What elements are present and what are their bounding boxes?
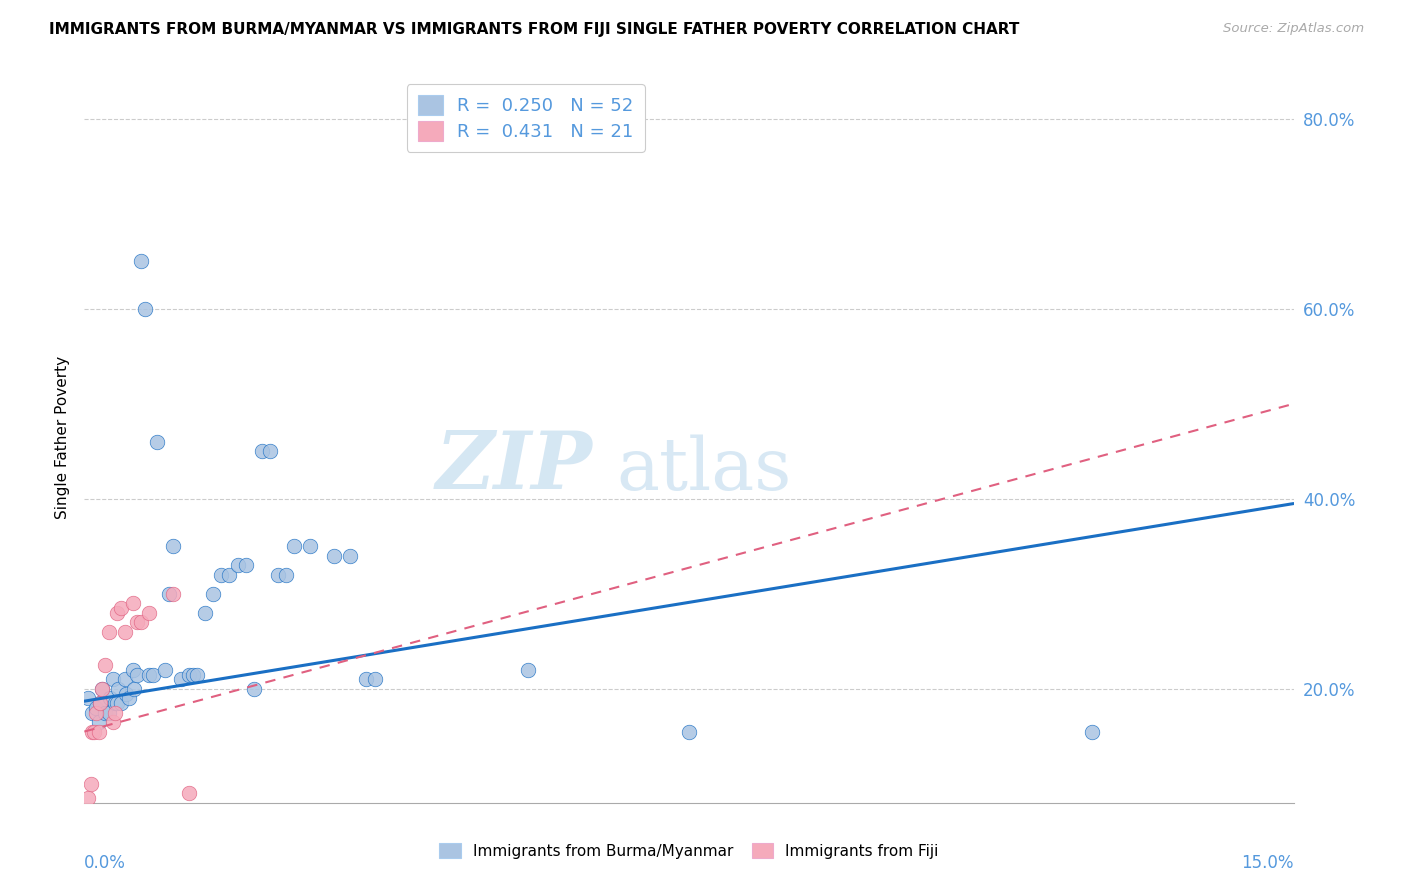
Text: ZIP: ZIP bbox=[436, 427, 592, 505]
Text: 15.0%: 15.0% bbox=[1241, 854, 1294, 872]
Point bbox=[104, 706, 127, 720]
Point bbox=[194, 606, 217, 620]
Point bbox=[101, 714, 124, 729]
Point bbox=[283, 539, 305, 553]
Point bbox=[157, 587, 180, 601]
Point bbox=[125, 667, 148, 681]
Point bbox=[110, 696, 132, 710]
Point bbox=[179, 786, 201, 800]
Point bbox=[101, 673, 124, 687]
Point bbox=[235, 558, 257, 573]
Point bbox=[323, 549, 346, 563]
Point bbox=[516, 663, 538, 677]
Point bbox=[87, 724, 110, 739]
Point bbox=[125, 615, 148, 630]
Point bbox=[299, 539, 322, 553]
Point bbox=[93, 706, 115, 720]
Point bbox=[162, 539, 184, 553]
Point bbox=[104, 696, 127, 710]
Point bbox=[274, 567, 297, 582]
Point bbox=[162, 587, 184, 601]
Point bbox=[97, 706, 120, 720]
Point bbox=[202, 587, 225, 601]
Point bbox=[91, 681, 114, 696]
Point bbox=[124, 681, 146, 696]
Point bbox=[83, 724, 105, 739]
Point bbox=[91, 681, 114, 696]
Point bbox=[118, 691, 141, 706]
Text: atlas: atlas bbox=[616, 434, 792, 505]
Point bbox=[115, 687, 138, 701]
Point bbox=[97, 624, 120, 639]
Point bbox=[89, 696, 111, 710]
Point bbox=[146, 434, 169, 449]
Point bbox=[267, 567, 290, 582]
Point bbox=[134, 301, 156, 316]
Point bbox=[98, 691, 121, 706]
Point bbox=[82, 724, 104, 739]
Point bbox=[186, 667, 208, 681]
Point bbox=[181, 667, 204, 681]
Point bbox=[339, 549, 361, 563]
Point bbox=[86, 706, 108, 720]
Point bbox=[153, 663, 176, 677]
Point bbox=[142, 667, 165, 681]
Point bbox=[250, 444, 273, 458]
Point bbox=[138, 606, 160, 620]
Point bbox=[89, 696, 111, 710]
Point bbox=[87, 714, 110, 729]
Point bbox=[170, 673, 193, 687]
Point bbox=[1081, 724, 1104, 739]
Text: 0.0%: 0.0% bbox=[84, 854, 127, 872]
Point bbox=[107, 681, 129, 696]
Point bbox=[93, 658, 115, 673]
Text: Source: ZipAtlas.com: Source: ZipAtlas.com bbox=[1223, 22, 1364, 36]
Point bbox=[179, 667, 201, 681]
Point bbox=[114, 624, 136, 639]
Legend: Immigrants from Burma/Myanmar, Immigrants from Fiji: Immigrants from Burma/Myanmar, Immigrant… bbox=[433, 837, 945, 864]
Point bbox=[77, 691, 100, 706]
Point bbox=[80, 777, 103, 791]
Point bbox=[105, 606, 128, 620]
Point bbox=[226, 558, 249, 573]
Point bbox=[678, 724, 700, 739]
Point bbox=[82, 706, 104, 720]
Point bbox=[129, 254, 152, 268]
Point bbox=[114, 673, 136, 687]
Point bbox=[86, 701, 108, 715]
Point bbox=[105, 696, 128, 710]
Point bbox=[218, 567, 240, 582]
Point bbox=[138, 667, 160, 681]
Point bbox=[209, 567, 232, 582]
Point bbox=[356, 673, 378, 687]
Point bbox=[110, 601, 132, 615]
Point bbox=[77, 791, 100, 805]
Point bbox=[121, 663, 143, 677]
Point bbox=[259, 444, 281, 458]
Point bbox=[242, 681, 264, 696]
Text: IMMIGRANTS FROM BURMA/MYANMAR VS IMMIGRANTS FROM FIJI SINGLE FATHER POVERTY CORR: IMMIGRANTS FROM BURMA/MYANMAR VS IMMIGRA… bbox=[49, 22, 1019, 37]
Point bbox=[129, 615, 152, 630]
Y-axis label: Single Father Poverty: Single Father Poverty bbox=[55, 356, 70, 518]
Point bbox=[121, 596, 143, 610]
Point bbox=[363, 673, 385, 687]
